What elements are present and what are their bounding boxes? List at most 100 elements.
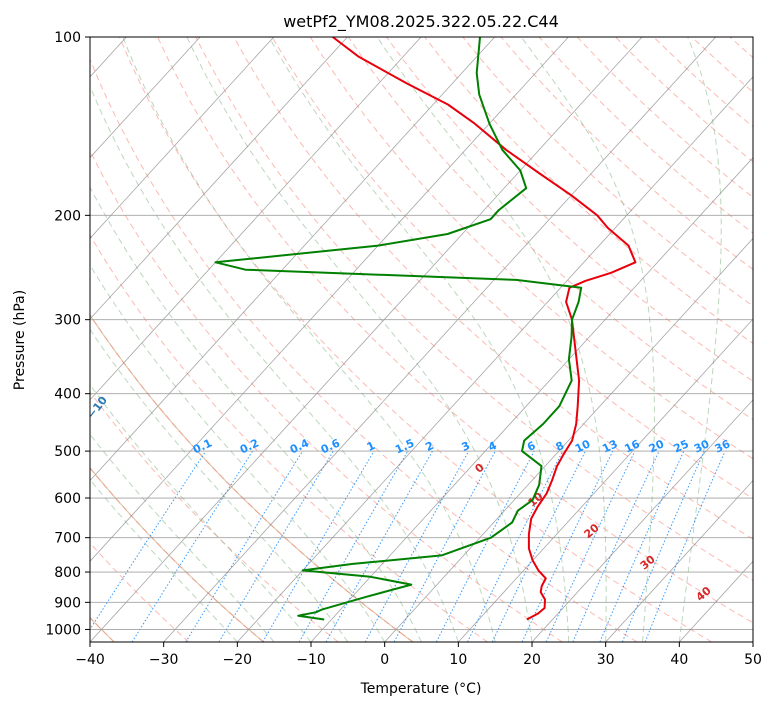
isotherm-line [237,76,753,642]
dry-adiabat-line [271,37,753,500]
mixing-ratio-line [621,450,705,642]
x-tick-label: 40 [670,652,688,668]
mixing-ratio-line [644,450,726,642]
plot-area: 0.10.20.40.611.52346810131620253036−100−… [90,37,753,642]
mixing-ratio-label: 25 [671,437,690,455]
moist-adiabat-line [90,186,422,642]
dry-adiabat-line [90,391,339,642]
mixing-ratio-line [364,450,470,642]
moist-adiabat-label: 30 [638,552,658,572]
y-tick-label: 900 [54,595,81,611]
mixing-ratio-label: 1 [365,439,377,454]
y-tick-label: 300 [54,313,81,329]
y-axis-label: Pressure (hPa) [12,290,28,390]
isotherms [90,37,753,642]
mixing-ratio-label: 3 [460,439,472,454]
dry-adiabats [90,37,753,642]
dry-adiabat-line [424,37,753,344]
x-tick-label: 50 [744,652,762,668]
mixing-ratio-label: 0.4 [288,436,311,456]
mixing-ratio-line [545,450,636,642]
x-tick-label: −40 [75,652,105,668]
mixing-ratio-label: 10 [573,437,593,455]
isotherm-line [752,641,753,642]
x-tick-label: −20 [223,652,253,668]
moist-adiabat-line [376,37,607,642]
isotherm-line [384,237,753,642]
dry-adiabat-line [615,37,753,163]
mixing-ratio-line [90,450,207,631]
x-axis-label: Temperature (°C) [360,681,482,697]
dry-adiabat-line [90,58,638,642]
dry-adiabat-line [90,313,414,642]
moist-adiabat-line [122,37,496,642]
moist-adiabat-line [90,84,459,642]
mixing-ratio-label: 20 [647,437,667,455]
reference-curve [90,313,414,642]
isotherm-line [90,37,201,159]
isotherm-line [90,37,422,401]
mixing-ratio-line [262,450,375,642]
mixing-ratio-line [599,450,685,642]
mixing-ratio-line [572,450,660,642]
mixing-ratio-line [298,450,409,642]
moist-adiabat-line [186,37,533,642]
y-tick-label: 500 [54,444,81,460]
dry-adiabat-line [462,37,753,307]
mixing-ratio-line [325,450,433,642]
dry-adiabat-line [386,37,753,382]
mixing-ratio-label: 0.1 [191,436,214,456]
mixing-ratio-line [521,450,614,642]
mixing-ratio-label: 4 [486,439,499,454]
isotherm-line [163,37,717,642]
mixing-ratio-label: 0.2 [238,436,261,456]
dewpoint-profile [214,37,583,621]
isotherm-line [605,479,753,642]
y-tick-label: 100 [54,30,81,46]
isotherm-line [90,37,275,239]
y-tick-label: 800 [54,565,81,581]
reference-curve [90,466,264,642]
mixing-ratio-line [393,450,496,642]
y-tick-label: 200 [54,208,81,224]
mixing-ratio-label: 1.5 [393,436,416,456]
y-tick-label: 600 [54,491,81,507]
isotherm-line [310,157,753,642]
moist-adiabat-line [90,264,386,642]
x-tick-label: 0 [380,652,389,668]
adiabat-labels: 0.10.20.40.611.52346810131620253036−100−… [90,394,732,604]
moist-adiabat-label: 40 [694,584,714,604]
x-tick-label: 30 [597,652,615,668]
x-tick-label: −30 [149,652,179,668]
x-tick-label: −10 [296,652,326,668]
sounding-profiles [214,37,637,621]
x-tick-label: 20 [523,652,541,668]
reference-curves [90,313,414,642]
isotherm-line [90,37,348,320]
mixing-ratio-label: 13 [600,437,619,455]
x-axis-ticks: −40 −30 −20 −10 0 10 20 30 40 50 [75,642,762,668]
dry-adiabat-line [90,149,563,642]
dry-adiabat-line [118,37,712,642]
isotherm-line [458,318,753,642]
isotherm-line [90,37,496,482]
dry-adiabat-line [653,37,753,128]
moist-adiabat-line [90,433,275,642]
moist-adiabat-line [268,37,570,642]
moist-adiabat-label: 0 [473,461,487,476]
mixing-ratio-line [435,450,535,642]
y-axis-ticks: 100 200 300 400 500 600 700 800 900 1000 [45,30,90,638]
pressure-gridlines [90,37,753,630]
chart-title: wetPf2_YM08.2025.322.05.22.C44 [283,12,559,32]
isotherm-line [90,37,569,562]
isotherm-line [531,399,753,642]
moist-adiabat-line [90,328,349,642]
mixing-ratio-label: 0.6 [319,436,342,456]
mixing-ratio-line [467,450,564,642]
x-tick-label: 10 [449,652,467,668]
y-tick-label: 700 [54,531,81,547]
dry-adiabat-line [691,37,753,93]
moist-adiabat-line [678,37,722,642]
mixing-ratio-line [185,450,304,642]
